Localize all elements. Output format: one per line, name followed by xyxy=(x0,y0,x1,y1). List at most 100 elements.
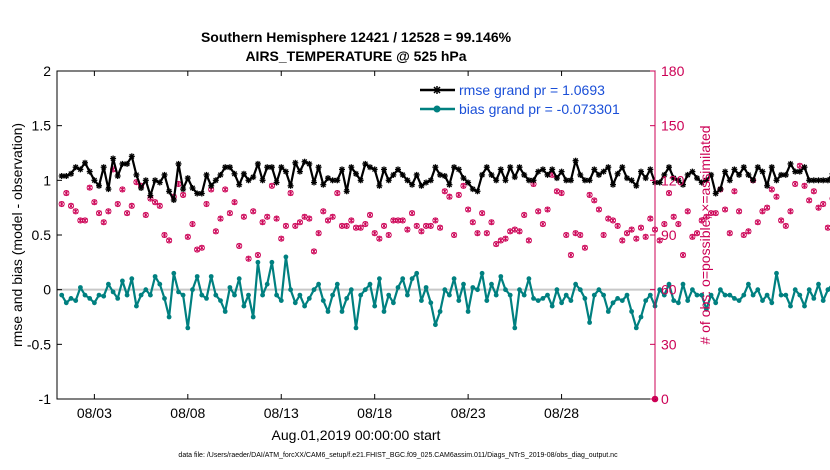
obs-assimilated-marker xyxy=(376,236,382,242)
rmse-point xyxy=(437,171,444,178)
rmse-point xyxy=(325,175,331,182)
rmse-point xyxy=(717,186,724,193)
bias-point xyxy=(110,289,116,295)
bias-point xyxy=(87,296,93,301)
bias-point xyxy=(629,309,634,314)
bias-point xyxy=(358,292,364,298)
bias-point xyxy=(554,287,560,293)
bias-point xyxy=(778,292,784,298)
bias-point xyxy=(400,276,406,282)
obs-assimilated-marker xyxy=(297,219,303,225)
bias-point xyxy=(764,292,770,298)
bias-point xyxy=(484,298,490,303)
obs-assimilated-marker xyxy=(292,223,298,229)
bias-point xyxy=(638,314,644,320)
obs-assimilated-marker xyxy=(372,230,378,236)
bias-point xyxy=(320,298,326,303)
obs-assimilated-marker xyxy=(619,237,625,244)
obs-assimilated-marker xyxy=(189,221,196,227)
rmse-point xyxy=(619,164,626,171)
rmse-point xyxy=(801,164,808,171)
y-tick-label: 0 xyxy=(43,282,51,298)
rmse-point xyxy=(824,177,830,184)
obs-assimilated-marker xyxy=(689,234,695,240)
obs-assimilated-marker xyxy=(199,245,205,251)
bias-point xyxy=(657,287,663,293)
rmse-point xyxy=(427,177,434,184)
y-axis-label: rmse and bias (model - observation) xyxy=(9,123,25,347)
rmse-point xyxy=(63,173,70,179)
obs-assimilated-marker xyxy=(703,214,710,220)
rmse-point xyxy=(633,182,640,189)
obs-assimilated-marker xyxy=(180,192,186,198)
obs-assimilated-marker xyxy=(386,232,392,238)
obs-assimilated-marker xyxy=(629,226,635,233)
obs-assimilated-marker xyxy=(442,188,448,194)
obs-assimilated-marker xyxy=(362,221,368,227)
bias-point xyxy=(690,287,695,293)
obs-assimilated-marker xyxy=(493,241,499,247)
bias-point xyxy=(601,292,606,298)
obs-assimilated-marker xyxy=(554,188,560,194)
obs-assimilated-marker xyxy=(741,232,747,238)
bias-point xyxy=(727,292,733,298)
obs-assimilated-marker xyxy=(82,217,88,224)
bias-point xyxy=(152,274,158,279)
rmse-point xyxy=(301,158,308,165)
bias-point xyxy=(199,292,205,298)
bias-point xyxy=(605,309,611,314)
obs-assimilated-marker xyxy=(311,248,317,255)
obs-assimilated-marker xyxy=(591,197,597,203)
bias-point xyxy=(512,325,518,331)
legend: rmse grand pr = 1.0693 bias grand pr = -… xyxy=(415,77,650,120)
obs-assimilated-marker xyxy=(708,210,714,216)
obs-assimilated-marker xyxy=(801,183,808,189)
bias-point xyxy=(428,300,434,306)
rmse-point xyxy=(591,166,598,173)
obs-assimilated-marker xyxy=(563,232,569,238)
bias-point xyxy=(722,292,728,298)
obs-assimilated-marker xyxy=(731,188,738,194)
obs-assimilated-marker xyxy=(339,223,345,229)
bias-point xyxy=(806,287,812,293)
obs-assimilated-marker xyxy=(194,246,200,253)
rmse-point xyxy=(488,171,495,178)
obs-assimilated-marker xyxy=(245,256,252,262)
bias-point xyxy=(367,281,373,287)
rmse-point xyxy=(507,164,514,171)
obs-assimilated-marker xyxy=(666,190,672,196)
rmse-point xyxy=(203,171,210,178)
y-tick-label: 2 xyxy=(43,63,51,79)
bias-point xyxy=(106,281,111,287)
bias-point xyxy=(479,270,485,276)
bias-point xyxy=(334,281,340,287)
bias-point xyxy=(797,292,803,298)
obs-assimilated-marker xyxy=(437,225,443,231)
rmse-point xyxy=(493,177,500,184)
rmse-point xyxy=(722,168,729,175)
rmse-point xyxy=(544,171,551,178)
bias-point xyxy=(708,292,714,298)
y-tick-label: -0.5 xyxy=(27,336,51,352)
rmse-point xyxy=(614,170,621,177)
bias-point xyxy=(204,296,209,301)
bias-point xyxy=(171,270,177,276)
bias-point xyxy=(704,306,709,312)
bias-point xyxy=(769,300,775,306)
rmse-point xyxy=(661,171,668,178)
bias-point xyxy=(264,281,270,287)
obs-assimilated-marker xyxy=(390,217,396,224)
bias-point xyxy=(78,285,83,290)
obs-assimilated-marker xyxy=(105,208,112,214)
bias-point xyxy=(73,298,79,303)
y-tick-label: 0.5 xyxy=(32,227,52,243)
obs-assimilated-marker xyxy=(63,190,69,196)
rmse-point xyxy=(423,179,430,186)
bias-point xyxy=(325,309,331,314)
obs-assimilated-marker xyxy=(615,223,621,229)
rmse-point xyxy=(348,164,355,171)
rmse-point xyxy=(184,175,191,182)
bias-point xyxy=(498,274,504,279)
bias-point xyxy=(470,285,476,290)
obs-assimilated-marker xyxy=(736,208,742,214)
